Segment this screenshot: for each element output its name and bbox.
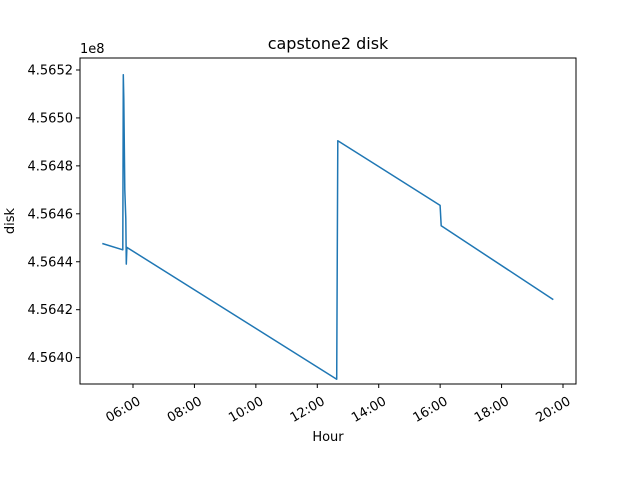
- x-tick-label: 18:00: [472, 394, 512, 426]
- x-tick-label: 08:00: [165, 394, 205, 426]
- x-tick-label: 20:00: [533, 394, 573, 426]
- x-tick-label: 14:00: [349, 394, 389, 426]
- plot-area: [102, 74, 554, 380]
- y-tick-label: 4.5644: [28, 255, 74, 270]
- y-offset-label: 1e8: [80, 42, 105, 57]
- y-axis: 4.5640 4.5642 4.5644 4.5646 4.5648 4.5650 4.56…: [28, 63, 80, 366]
- y-tick-label: 4.5646: [28, 207, 74, 222]
- x-axis: 06:00 08:00 10:00 12:00 14:00 16:00 18:00 20:00: [103, 384, 573, 426]
- plot-frame: [79, 57, 577, 385]
- y-tick-label: 4.5648: [28, 159, 74, 174]
- x-axis-label: Hour: [312, 430, 344, 445]
- y-tick-label: 4.5652: [28, 63, 74, 78]
- x-tick-label: 16:00: [411, 394, 451, 426]
- y-tick-label: 4.5650: [28, 111, 74, 126]
- x-tick-label: 12:00: [288, 394, 328, 426]
- x-tick-label: 10:00: [226, 394, 266, 426]
- x-tick-label: 06:00: [103, 394, 143, 426]
- chart-title: capstone2 disk: [268, 34, 389, 53]
- series-line-0: [102, 74, 554, 380]
- y-axis-label: disk: [3, 207, 18, 234]
- y-tick-label: 4.5642: [28, 303, 74, 318]
- y-tick-label: 4.5640: [28, 351, 74, 366]
